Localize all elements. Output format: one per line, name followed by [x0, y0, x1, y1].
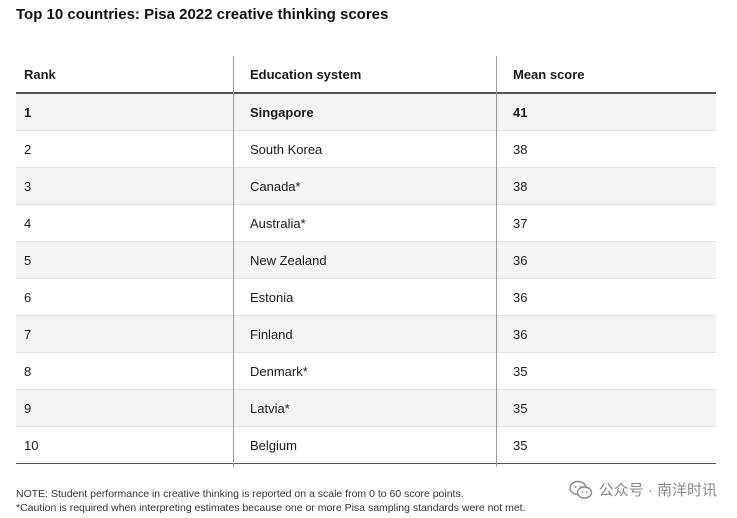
- table-row: 3 Canada* 38: [16, 168, 716, 205]
- table-row: 7 Finland 36: [16, 316, 716, 353]
- watermark: 公众号 · 南洋时讯: [568, 479, 717, 500]
- education-system-cell: Denmark*: [250, 363, 308, 379]
- caution-note: *Caution is required when interpreting e…: [16, 502, 526, 514]
- rank-cell: 1: [24, 104, 32, 120]
- column-header-rank: Rank: [24, 66, 56, 82]
- column-header-mean-score: Mean score: [513, 66, 585, 82]
- rank-cell: 8: [24, 363, 32, 379]
- column-divider: [496, 56, 497, 467]
- mean-score-cell: 36: [513, 326, 528, 342]
- mean-score-cell: 35: [513, 400, 528, 416]
- mean-score-cell: 37: [513, 215, 528, 231]
- table-header-row: Rank Education system Mean score: [16, 56, 716, 94]
- education-system-cell: Australia*: [250, 215, 306, 231]
- rank-cell: 4: [24, 215, 32, 231]
- mean-score-cell: 38: [513, 141, 528, 157]
- column-header-education-system: Education system: [250, 66, 362, 82]
- rank-cell: 6: [24, 289, 32, 305]
- mean-score-cell: 36: [513, 289, 528, 305]
- mean-score-cell: 36: [513, 252, 528, 268]
- watermark-text: 公众号 · 南洋时讯: [598, 482, 717, 499]
- scale-note: NOTE: Student performance in creative th…: [16, 488, 464, 500]
- rank-cell: 9: [24, 400, 32, 416]
- rank-cell: 5: [24, 252, 32, 268]
- rank-cell: 2: [24, 141, 32, 157]
- scores-table: Rank Education system Mean score 1 Singa…: [16, 56, 716, 464]
- rank-cell: 10: [24, 437, 39, 453]
- education-system-cell: Singapore: [250, 104, 314, 120]
- column-divider: [233, 56, 234, 467]
- education-system-cell: Latvia*: [250, 400, 290, 416]
- education-system-cell: South Korea: [250, 141, 323, 157]
- education-system-cell: Canada*: [250, 178, 301, 194]
- mean-score-cell: 38: [513, 178, 528, 194]
- rank-cell: 3: [24, 178, 32, 194]
- table-row: 6 Estonia 36: [16, 279, 716, 316]
- wechat-icon: [568, 480, 592, 499]
- mean-score-cell: 41: [513, 104, 528, 120]
- chart-title: Top 10 countries: Pisa 2022 creative thi…: [16, 6, 389, 23]
- table-row: 5 New Zealand 36: [16, 242, 716, 279]
- table-row: 9 Latvia* 35: [16, 390, 716, 427]
- table-row: 1 Singapore 41: [16, 94, 716, 131]
- mean-score-cell: 35: [513, 437, 528, 453]
- education-system-cell: Estonia: [250, 289, 294, 305]
- education-system-cell: Finland: [250, 326, 293, 342]
- table-row: 4 Australia* 37: [16, 205, 716, 242]
- table-row: 2 South Korea 38: [16, 131, 716, 168]
- table-row: 8 Denmark* 35: [16, 353, 716, 390]
- education-system-cell: New Zealand: [250, 252, 327, 268]
- education-system-cell: Belgium: [250, 437, 297, 453]
- mean-score-cell: 35: [513, 363, 528, 379]
- table-row: 10 Belgium 35: [16, 427, 716, 464]
- rank-cell: 7: [24, 326, 32, 342]
- table-notes: NOTE: Student performance in creative th…: [16, 487, 526, 515]
